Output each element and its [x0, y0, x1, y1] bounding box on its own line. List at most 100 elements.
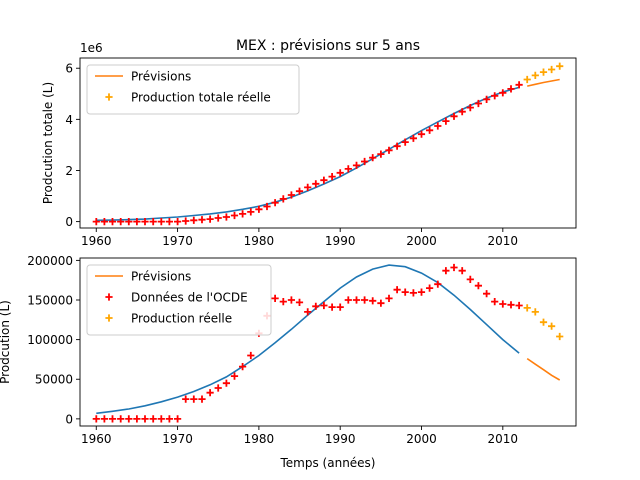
bottom-observed-markers-point	[458, 267, 466, 275]
bottom-observed-markers-point	[117, 415, 125, 423]
bottom-observed-markers-point	[483, 290, 491, 298]
top-actual-markers-point	[548, 65, 556, 74]
top-observed-markers-point	[442, 117, 450, 125]
top-observed-markers-point	[100, 218, 108, 226]
top-observed-markers-point	[385, 146, 393, 154]
bottom-legend-label: Données de l'OCDE	[131, 291, 248, 305]
bottom-observed-markers-point	[133, 415, 141, 423]
bottom-actual-markers-point	[523, 304, 531, 312]
top-actual-markers-point	[531, 71, 539, 79]
top-observed-markers-point	[474, 99, 482, 108]
bottom-observed-markers-point	[336, 303, 344, 311]
bottom-observed-markers-point	[304, 308, 312, 316]
top-legend-box	[86, 64, 300, 115]
bottom-actual-markers	[523, 304, 564, 341]
bottom-observed-markers-point	[125, 415, 133, 423]
top-actual-markers-point	[539, 68, 548, 76]
bottom-observed-markers-point	[344, 296, 352, 304]
bottom-observed-markers-point	[361, 296, 369, 304]
bottom-observed-markers-point	[401, 288, 409, 296]
top-observed-markers-point	[149, 218, 157, 226]
top-observed-markers-point	[255, 205, 263, 213]
top-legend-marker-swatch	[105, 93, 113, 101]
top-observed-markers-point	[393, 142, 401, 150]
bottom-observed-markers-point	[295, 298, 304, 306]
bottom-axes-frame	[79, 257, 577, 427]
top-subplot: 1960 1970 1980 1990 2000 2010 0 2 4 6 1e6 Prodcutio…	[41, 41, 577, 248]
bottom-observed-markers-point	[174, 415, 182, 423]
top-observed-markers-point	[117, 218, 125, 226]
bottom-observed-markers-point	[247, 351, 255, 360]
bottom-observed-markers-point	[409, 289, 417, 297]
bottom-forecast-line	[526, 357, 561, 381]
bottom-observed-markers-point	[108, 415, 117, 423]
top-observed-markers-point	[165, 218, 173, 226]
top-observed-markers-point	[426, 126, 434, 134]
bottom-observed-markers-point	[491, 298, 499, 306]
bottom-observed-markers-point	[239, 363, 247, 371]
top-observed-markers-point	[434, 122, 442, 130]
top-forecast-line	[527, 78, 560, 87]
top-observed-markers-point	[401, 138, 409, 146]
top-observed-markers-point	[499, 89, 507, 97]
top-observed-markers-point	[247, 208, 255, 216]
top-observed-markers-point	[369, 154, 377, 162]
bottom-observed-markers-point	[320, 301, 328, 310]
bottom-observed-markers-point	[287, 296, 295, 304]
bottom-observed-markers-point	[442, 267, 450, 275]
bottom-observed-markers-point	[198, 395, 206, 403]
bottom-legend: Prévisions Données de l'OCDE Production ré…	[86, 264, 272, 336]
top-x-tick-label: 2000	[406, 234, 437, 248]
bottom-x-tick-label: 1990	[325, 432, 356, 446]
top-y-tick-label: 2	[65, 164, 73, 178]
top-observed-markers-point	[263, 202, 271, 211]
bottom-observed-markers-point	[393, 286, 401, 294]
top-observed-markers-point	[507, 85, 515, 93]
top-actual-markers-point	[556, 62, 564, 70]
top-x-tick-label: 2010	[488, 234, 519, 248]
top-observed-markers-point	[230, 211, 239, 220]
bottom-actual-markers-point	[531, 308, 539, 316]
bottom-observed-markers	[92, 263, 523, 423]
bottom-observed-markers-point	[499, 300, 507, 308]
top-observed-markers-point	[182, 217, 190, 225]
top-y-offset-label: 1e6	[80, 41, 103, 55]
top-observed-markers-point	[483, 95, 491, 103]
top-observed-markers-point	[222, 213, 230, 221]
top-observed-markers-point	[239, 210, 247, 218]
bottom-observed-markers-point	[352, 296, 361, 304]
bottom-legend-label: Production réelle	[131, 312, 232, 326]
top-observed-markers-point	[352, 161, 361, 169]
top-observed-markers-point	[198, 216, 206, 224]
top-observed-markers-point	[417, 130, 426, 138]
bottom-observed-markers-point	[190, 395, 198, 403]
top-observed-markers-point	[409, 134, 417, 142]
top-legend-label: Prévisions	[131, 70, 191, 84]
bottom-actual-markers-point	[556, 332, 564, 341]
bottom-actual-markers-point	[548, 322, 556, 330]
bottom-observed-markers-point	[206, 389, 214, 397]
top-observed-markers-point	[174, 218, 182, 226]
bottom-y-tick-label: 100000	[27, 333, 73, 347]
top-observed-markers-point	[157, 218, 165, 226]
bottom-observed-markers-point	[466, 275, 474, 283]
bottom-y-tick-label: 150000	[27, 294, 73, 308]
bottom-y-tick-label: 200000	[27, 254, 73, 268]
bottom-x-tick-label: 2010	[488, 432, 519, 446]
top-observed-markers	[92, 81, 523, 226]
top-observed-markers-point	[344, 165, 352, 173]
top-x-tick-label: 1990	[325, 234, 356, 248]
top-observed-markers-point	[133, 218, 141, 226]
top-observed-markers-point	[361, 157, 369, 166]
top-observed-markers-point	[279, 195, 287, 203]
bottom-observed-markers-point	[271, 294, 279, 302]
bottom-y-tick-label: 0	[65, 412, 73, 426]
bottom-observed-markers-point	[474, 282, 482, 290]
bottom-observed-markers-point	[369, 297, 377, 305]
bottom-observed-markers-point	[222, 379, 230, 387]
top-observed-markers-point	[190, 216, 198, 224]
top-observed-markers-point	[206, 215, 214, 223]
top-observed-markers-point	[458, 108, 466, 116]
top-observed-markers-point	[336, 169, 344, 177]
